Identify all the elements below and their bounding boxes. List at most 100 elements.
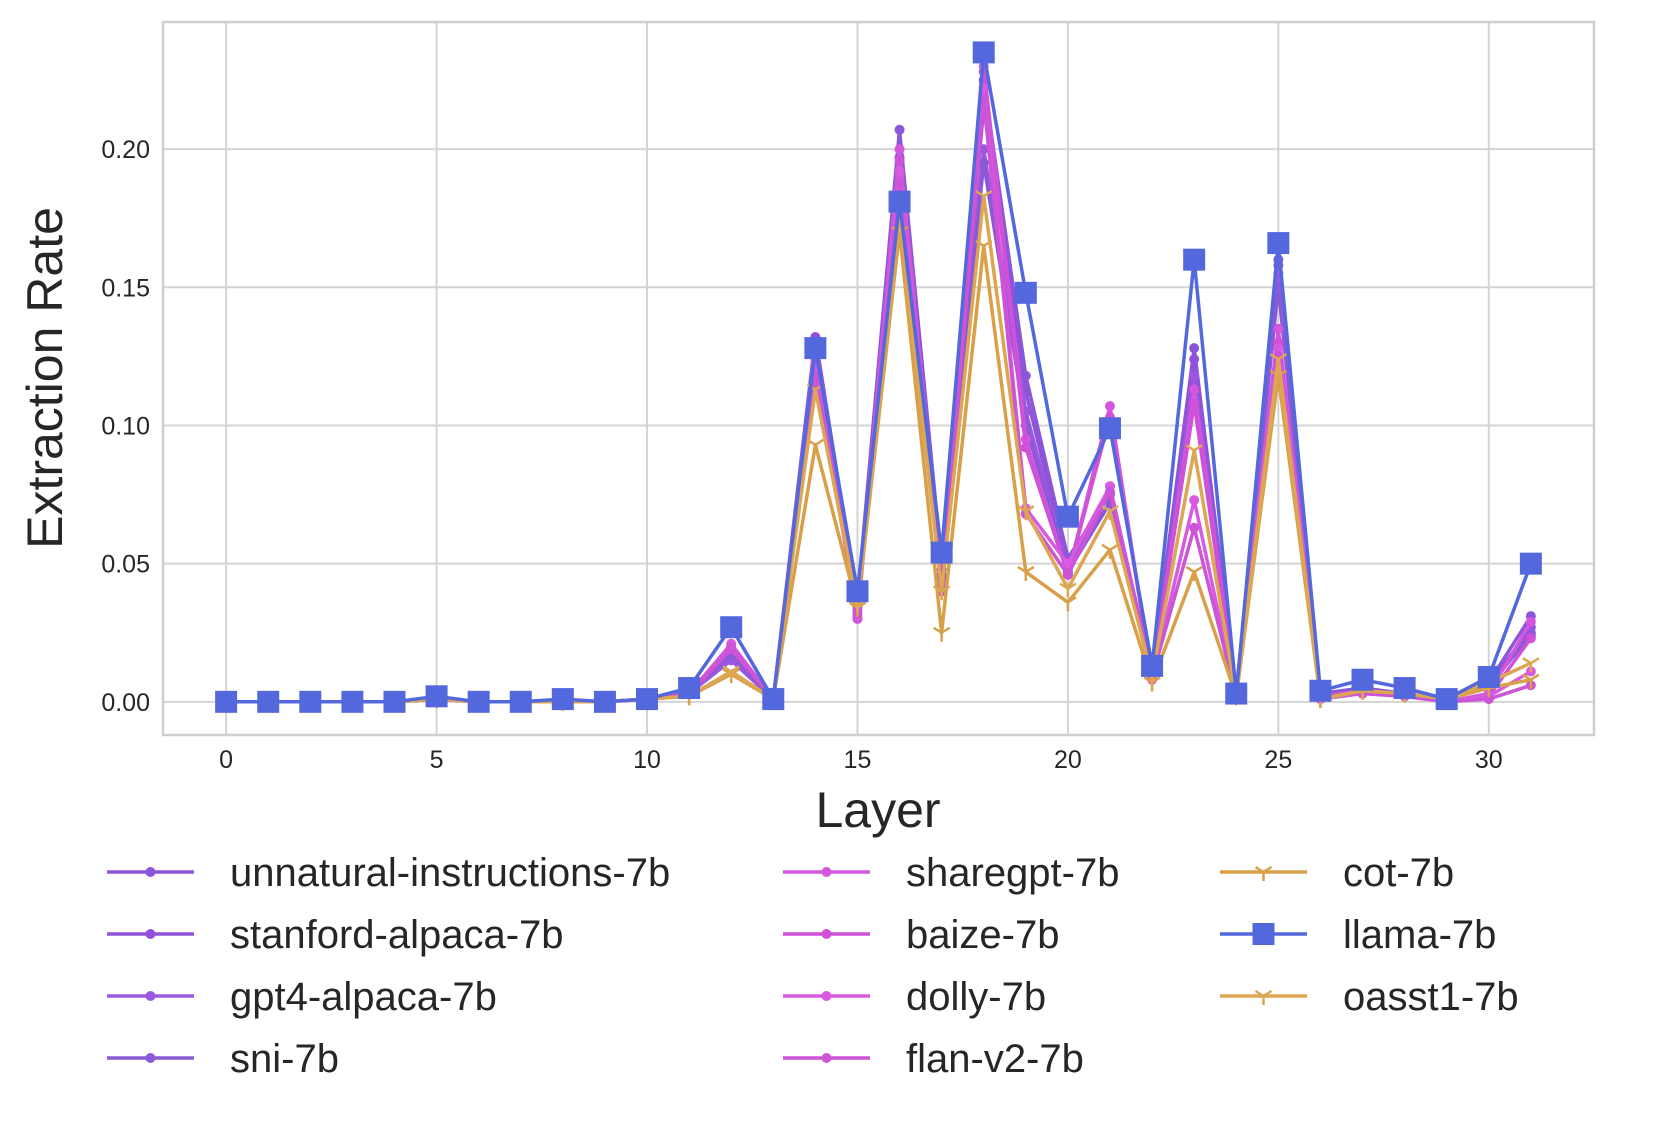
- square-marker: [1393, 677, 1416, 700]
- square-marker: [257, 690, 280, 713]
- dot-marker: [1189, 522, 1200, 533]
- square-marker: [1309, 679, 1332, 702]
- tri-marker: [1522, 673, 1540, 689]
- legend-label: unnatural-instructions-7b: [230, 851, 670, 895]
- x-tick-label: 15: [844, 746, 872, 774]
- dot-marker: [1525, 616, 1536, 627]
- square-marker: [1098, 417, 1121, 440]
- dot-marker: [1189, 398, 1200, 409]
- tri-marker: [1522, 657, 1540, 673]
- square-marker: [1183, 248, 1206, 271]
- legend-label: dolly-7b: [906, 975, 1046, 1019]
- square-marker: [762, 688, 785, 711]
- y-tick-label: 0.05: [101, 551, 150, 579]
- x-tick-label: 30: [1475, 746, 1503, 774]
- legend-item: oasst1-7b: [1220, 975, 1519, 1019]
- square-marker: [593, 690, 616, 713]
- square-marker: [425, 685, 448, 708]
- square-marker: [1141, 654, 1164, 677]
- y-tick-label: 0.10: [101, 412, 150, 440]
- dot-marker: [1483, 694, 1494, 705]
- square-marker: [1225, 682, 1248, 705]
- square-marker: [1267, 232, 1290, 255]
- tri-marker: [1017, 505, 1035, 521]
- dot-marker: [821, 991, 832, 1001]
- legend-label: cot-7b: [1343, 851, 1454, 895]
- square-marker: [678, 677, 701, 700]
- square-marker: [1351, 668, 1374, 691]
- dot-marker: [145, 1053, 156, 1063]
- tri-marker: [1101, 543, 1119, 559]
- legend-label: flan-v2-7b: [906, 1037, 1084, 1081]
- dot-marker: [145, 867, 156, 877]
- dot-marker: [1104, 401, 1115, 412]
- dot-marker: [726, 641, 737, 652]
- dot-marker: [145, 929, 156, 939]
- square-marker: [383, 690, 406, 713]
- square-marker: [972, 41, 995, 64]
- y-tick-label: 0.20: [101, 136, 150, 164]
- dot-marker: [1189, 495, 1200, 506]
- dot-marker: [145, 991, 156, 1001]
- legend-label: sni-7b: [230, 1037, 339, 1081]
- tri-marker: [1059, 582, 1077, 598]
- dot-marker: [1189, 370, 1200, 381]
- legend-item: sharegpt-7b: [783, 851, 1119, 895]
- legend-item: stanford-alpaca-7b: [107, 913, 564, 957]
- tri-marker: [975, 190, 993, 206]
- tri-marker: [1101, 505, 1119, 521]
- x-tick-label: 20: [1054, 746, 1082, 774]
- dot-marker: [894, 155, 905, 166]
- dot-marker: [1104, 486, 1115, 497]
- legend-label: oasst1-7b: [1343, 975, 1519, 1019]
- dot-marker: [821, 929, 832, 939]
- x-tick-labels: 0 5 10 15 20 25 30: [219, 746, 1503, 774]
- square-marker: [299, 690, 322, 713]
- x-axis-label: Layer: [815, 782, 940, 838]
- square-marker: [1014, 281, 1037, 304]
- legend-label: llama-7b: [1343, 913, 1496, 957]
- y-tick-label: 0.15: [101, 274, 150, 302]
- dot-marker: [821, 867, 832, 877]
- dot-marker: [1189, 384, 1200, 395]
- dot-marker: [894, 166, 905, 177]
- square-marker: [930, 541, 953, 564]
- legend-item: cot-7b: [1220, 851, 1454, 895]
- dot-marker: [894, 124, 905, 135]
- dot-marker: [1062, 569, 1073, 580]
- x-tick-label: 5: [430, 746, 444, 774]
- dot-marker: [1189, 343, 1200, 354]
- tri-marker: [1185, 444, 1203, 460]
- legend-label: stanford-alpaca-7b: [230, 913, 564, 957]
- legend-label: sharegpt-7b: [906, 851, 1119, 895]
- dot-marker: [894, 177, 905, 188]
- square-marker: [1477, 665, 1500, 688]
- x-tick-label: 25: [1264, 746, 1292, 774]
- tri-marker: [1185, 565, 1203, 581]
- tri-marker: [1059, 596, 1077, 612]
- square-marker: [636, 688, 659, 711]
- legend-item: llama-7b: [1220, 913, 1496, 957]
- y-tick-labels: 0.00 0.05 0.10 0.15 0.20: [101, 136, 150, 717]
- square-marker: [341, 690, 364, 713]
- tri-marker: [1017, 565, 1035, 581]
- square-marker: [509, 690, 532, 713]
- series-llama-7b: [215, 41, 1542, 713]
- plot-frame: [161, 20, 1596, 737]
- square-marker: [1519, 552, 1542, 575]
- square-marker: [1056, 505, 1079, 528]
- legend-item: flan-v2-7b: [783, 1037, 1084, 1081]
- square-marker: [888, 190, 911, 213]
- tri-marker: [932, 585, 951, 601]
- square-marker: [846, 580, 869, 603]
- square-marker: [804, 337, 827, 360]
- dot-marker: [1020, 442, 1031, 453]
- tri-marker: [1269, 353, 1288, 369]
- square-marker: [720, 616, 743, 639]
- legend-item: baize-7b: [783, 913, 1059, 957]
- dot-marker: [894, 144, 905, 155]
- series-lines: [215, 41, 1542, 713]
- dot-marker: [1189, 354, 1200, 365]
- square-marker: [551, 688, 574, 711]
